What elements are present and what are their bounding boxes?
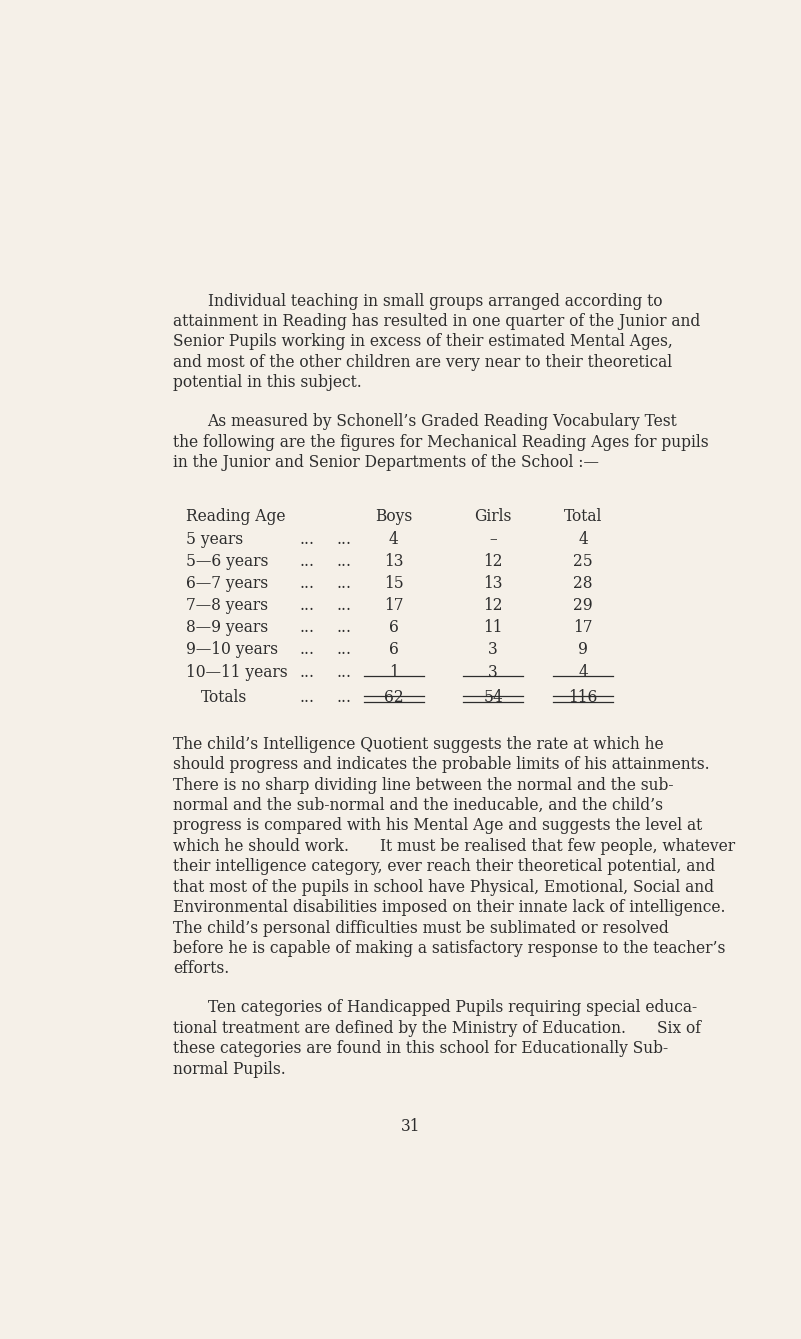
Text: tional treatment are defined by the Ministry of Education.  Six of: tional treatment are defined by the Mini… [173,1020,702,1036]
Text: ...: ... [300,553,314,570]
Text: efforts.: efforts. [173,960,230,977]
Text: 3: 3 [488,664,498,680]
Text: There is no sharp dividing line between the normal and the sub-: There is no sharp dividing line between … [173,777,674,794]
Text: 6: 6 [388,641,399,659]
Text: normal Pupils.: normal Pupils. [173,1060,286,1078]
Text: 9—10 years: 9—10 years [186,641,278,659]
Text: 7—8 years: 7—8 years [186,597,268,615]
Text: ...: ... [336,530,352,548]
Text: 13: 13 [384,553,404,570]
Text: 15: 15 [384,574,404,592]
Text: Ten categories of Handicapped Pupils requiring special educa-: Ten categories of Handicapped Pupils req… [207,999,697,1016]
Text: ...: ... [336,597,352,615]
Text: 6: 6 [388,619,399,636]
Text: 28: 28 [574,574,593,592]
Text: 4: 4 [388,530,399,548]
Text: 5—6 years: 5—6 years [186,553,268,570]
Text: 29: 29 [574,597,593,615]
Text: ...: ... [300,664,314,680]
Text: ...: ... [300,574,314,592]
Text: Totals: Totals [201,690,248,706]
Text: ...: ... [300,530,314,548]
Text: before he is capable of making a satisfactory response to the teacher’s: before he is capable of making a satisfa… [173,940,726,957]
Text: 17: 17 [574,619,593,636]
Text: 31: 31 [400,1118,421,1135]
Text: and most of the other children are very near to their theoretical: and most of the other children are very … [173,353,673,371]
Text: 12: 12 [483,553,503,570]
Text: which he should work.  It must be realised that few people, whatever: which he should work. It must be realise… [173,838,735,854]
Text: ...: ... [336,574,352,592]
Text: 4: 4 [578,664,588,680]
Text: 62: 62 [384,690,404,706]
Text: 1: 1 [388,664,399,680]
Text: 116: 116 [569,690,598,706]
Text: these categories are found in this school for Educationally Sub-: these categories are found in this schoo… [173,1040,669,1058]
Text: ...: ... [336,641,352,659]
Text: 5 years: 5 years [186,530,243,548]
Text: Environmental disabilities imposed on their innate lack of intelligence.: Environmental disabilities imposed on th… [173,898,726,916]
Text: –: – [489,530,497,548]
Text: ...: ... [300,690,314,706]
Text: 9: 9 [578,641,588,659]
Text: 17: 17 [384,597,404,615]
Text: ...: ... [300,619,314,636]
Text: 8—9 years: 8—9 years [186,619,268,636]
Text: in the Junior and Senior Departments of the School :—: in the Junior and Senior Departments of … [173,454,599,471]
Text: Individual teaching in small groups arranged according to: Individual teaching in small groups arra… [207,293,662,309]
Text: 12: 12 [483,597,503,615]
Text: ...: ... [336,664,352,680]
Text: ...: ... [336,619,352,636]
Text: ...: ... [336,553,352,570]
Text: ...: ... [300,641,314,659]
Text: Reading Age: Reading Age [186,507,285,525]
Text: The child’s personal difficulties must be sublimated or resolved: The child’s personal difficulties must b… [173,920,669,936]
Text: Boys: Boys [375,507,413,525]
Text: Total: Total [564,507,602,525]
Text: should progress and indicates the probable limits of his attainments.: should progress and indicates the probab… [173,757,710,773]
Text: ...: ... [336,690,352,706]
Text: 4: 4 [578,530,588,548]
Text: 13: 13 [483,574,503,592]
Text: potential in this subject.: potential in this subject. [173,375,362,391]
Text: their intelligence category, ever reach their theoretical potential, and: their intelligence category, ever reach … [173,858,715,876]
Text: 25: 25 [574,553,593,570]
Text: 10—11 years: 10—11 years [186,664,288,680]
Text: 3: 3 [488,641,498,659]
Text: the following are the figures for Mechanical Reading Ages for pupils: the following are the figures for Mechan… [173,434,709,451]
Text: Senior Pupils working in excess of their estimated Mental Ages,: Senior Pupils working in excess of their… [173,333,673,351]
Text: 6—7 years: 6—7 years [186,574,268,592]
Text: The child’s Intelligence Quotient suggests the rate at which he: The child’s Intelligence Quotient sugges… [173,736,664,753]
Text: normal and the sub-normal and the ineducable, and the child’s: normal and the sub-normal and the ineduc… [173,797,663,814]
Text: ...: ... [300,597,314,615]
Text: attainment in Reading has resulted in one quarter of the Junior and: attainment in Reading has resulted in on… [173,313,701,331]
Text: Girls: Girls [474,507,512,525]
Text: 11: 11 [483,619,503,636]
Text: progress is compared with his Mental Age and suggests the level at: progress is compared with his Mental Age… [173,817,702,834]
Text: that most of the pupils in school have Physical, Emotional, Social and: that most of the pupils in school have P… [173,878,714,896]
Text: 54: 54 [483,690,503,706]
Text: As measured by Schonell’s Graded Reading Vocabulary Test: As measured by Schonell’s Graded Reading… [207,414,678,430]
